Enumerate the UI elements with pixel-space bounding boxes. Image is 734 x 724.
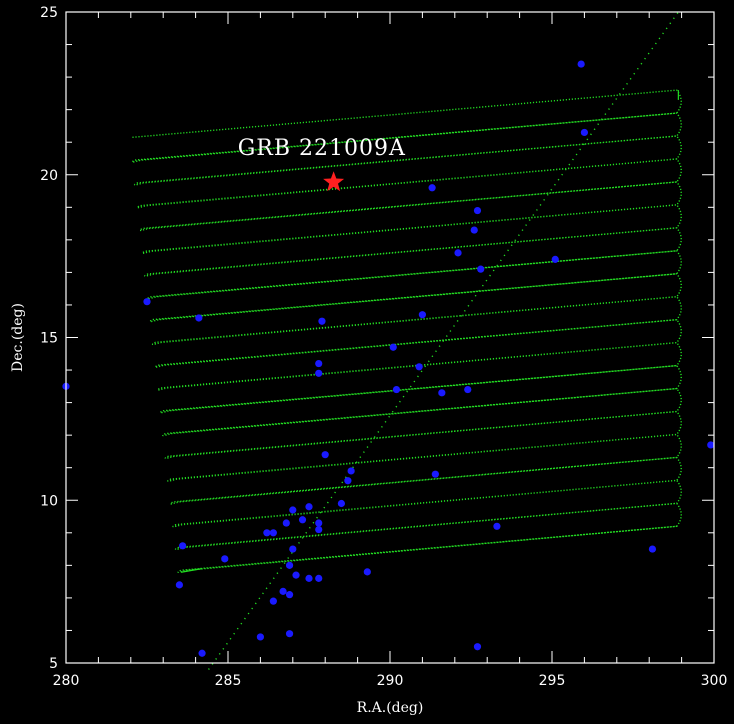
source-point xyxy=(285,591,294,599)
y-tick-label: 25 xyxy=(40,5,58,21)
source-point xyxy=(438,389,446,397)
tick-labels: 280 285 290 295 300 5 10 15 20 25 xyxy=(40,5,727,689)
source-point xyxy=(315,519,323,527)
source-point xyxy=(292,571,300,579)
source-point xyxy=(477,265,485,273)
source-point xyxy=(143,298,151,306)
source-point xyxy=(285,630,294,638)
axis-ticks xyxy=(65,11,715,664)
x-tick-label: 285 xyxy=(215,673,242,689)
source-point xyxy=(256,633,264,641)
diagonal-dotted-line xyxy=(207,11,679,670)
source-point xyxy=(195,314,203,322)
y-axis-label: Dec.(deg) xyxy=(10,303,26,372)
source-point xyxy=(175,581,183,589)
source-point xyxy=(198,649,206,657)
source-point xyxy=(285,561,294,569)
source-point xyxy=(493,522,501,530)
source-point xyxy=(473,643,482,651)
grb-star-marker xyxy=(323,171,345,192)
y-tick-label: 10 xyxy=(40,493,58,509)
source-point xyxy=(315,574,323,582)
source-point xyxy=(263,529,271,537)
source-point xyxy=(389,343,397,351)
source-point xyxy=(648,545,657,553)
source-point xyxy=(347,467,355,475)
source-point xyxy=(221,555,229,563)
scan-start-segment xyxy=(180,568,203,573)
grb-annotation: GRB 221009A xyxy=(238,136,406,161)
source-point xyxy=(318,317,326,325)
source-point xyxy=(415,363,423,371)
source-point xyxy=(298,516,307,524)
x-axis-label: R.A.(deg) xyxy=(357,700,424,716)
source-point xyxy=(337,499,345,508)
source-point xyxy=(473,206,482,215)
source-point xyxy=(418,311,426,319)
source-point xyxy=(179,542,187,550)
source-point xyxy=(269,529,277,537)
x-tick-label: 290 xyxy=(377,673,404,689)
source-point xyxy=(431,470,439,478)
source-point xyxy=(577,60,585,68)
source-point xyxy=(315,369,323,377)
source-point xyxy=(282,519,290,527)
source-point xyxy=(580,128,589,137)
source-point xyxy=(454,249,462,257)
x-tick-label: 280 xyxy=(53,673,80,689)
scan-pattern xyxy=(131,89,682,573)
y-tick-label: 20 xyxy=(40,168,58,184)
x-tick-label: 295 xyxy=(539,673,566,689)
source-point xyxy=(428,184,436,192)
source-point xyxy=(707,441,715,449)
source-point xyxy=(363,568,371,576)
source-point xyxy=(269,597,277,605)
y-tick-label: 15 xyxy=(40,331,58,347)
source-point xyxy=(279,587,287,595)
diagonal-line xyxy=(207,11,679,670)
source-points xyxy=(62,60,715,657)
source-point xyxy=(315,359,323,368)
scan-path xyxy=(131,89,682,573)
source-point xyxy=(315,525,323,534)
source-point xyxy=(392,385,401,394)
source-point xyxy=(321,451,329,459)
source-point xyxy=(289,545,297,553)
source-point xyxy=(344,477,352,485)
x-tick-label: 300 xyxy=(701,673,728,689)
source-point xyxy=(464,385,472,394)
y-tick-label: 5 xyxy=(49,656,58,672)
source-point xyxy=(470,226,478,234)
source-point xyxy=(305,503,313,511)
source-point xyxy=(289,506,297,514)
source-point xyxy=(305,574,313,582)
source-point xyxy=(551,255,559,263)
